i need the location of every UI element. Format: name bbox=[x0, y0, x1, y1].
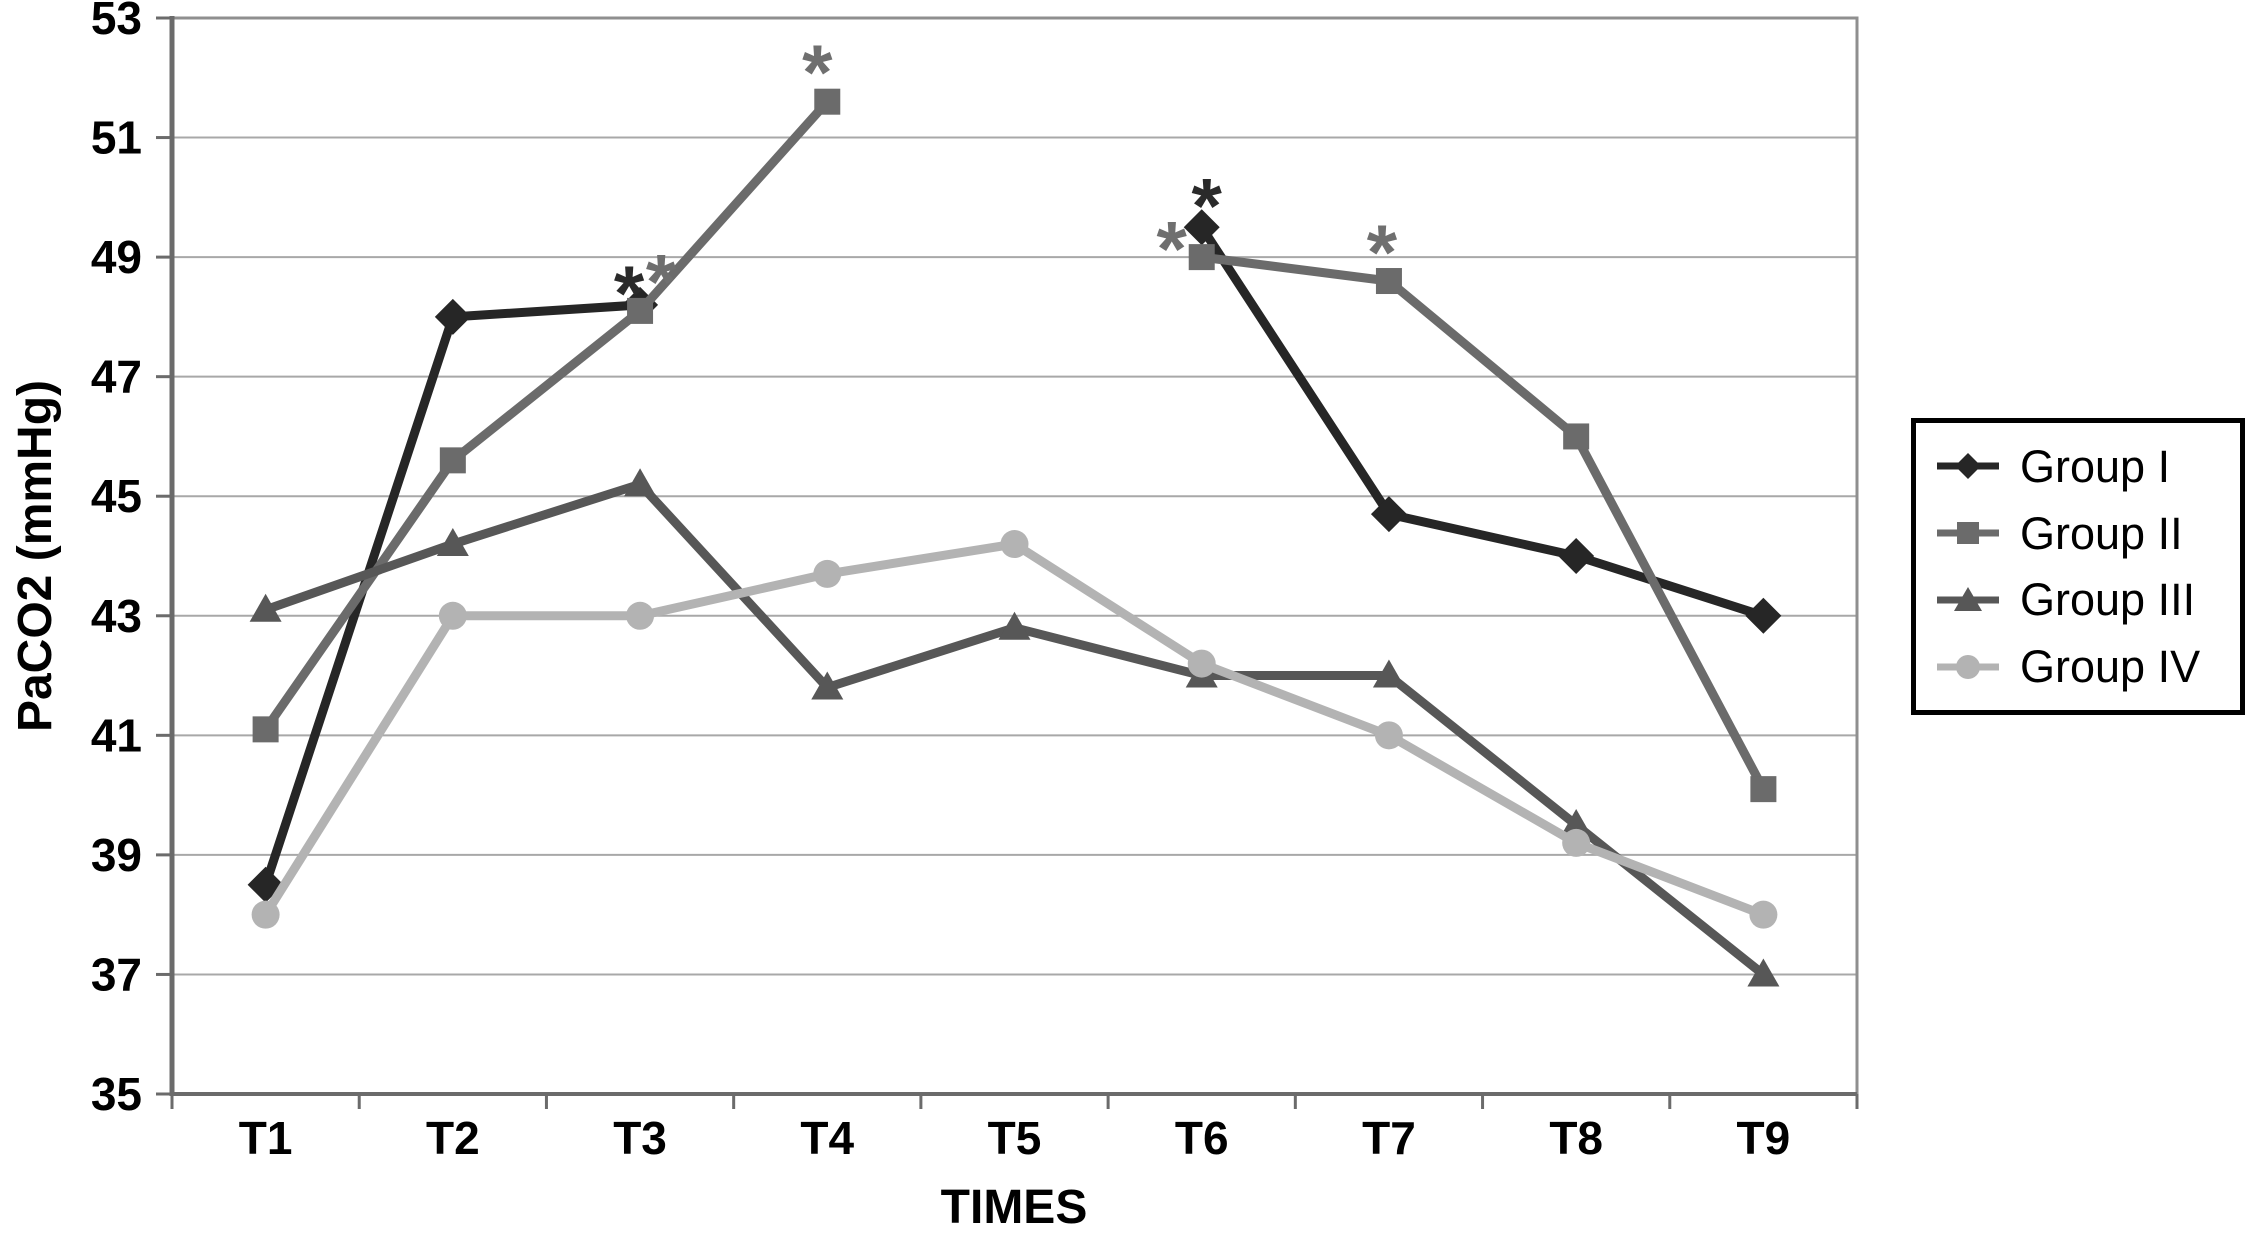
y-tick-label-41: 41 bbox=[91, 709, 142, 761]
legend-label-group-ii: Group II bbox=[2020, 507, 2183, 559]
x-tick-label-t7: T7 bbox=[1362, 1112, 1416, 1164]
legend-item-group-iv: Group IV bbox=[1934, 644, 2234, 689]
y-tick-label-39: 39 bbox=[91, 829, 142, 881]
data-point-group-ii-t2 bbox=[439, 447, 466, 474]
data-point-group-iv-t1 bbox=[251, 900, 280, 929]
x-tick-label-t5: T5 bbox=[988, 1112, 1042, 1164]
data-point-group-ii-t6 bbox=[1188, 244, 1215, 271]
data-point-group-iv-t9 bbox=[1749, 900, 1778, 929]
data-point-group-ii-t9 bbox=[1750, 776, 1777, 803]
legend-label-group-iii: Group III bbox=[2020, 574, 2196, 626]
y-tick-label-35: 35 bbox=[91, 1068, 142, 1120]
data-point-group-iii-t9 bbox=[1747, 958, 1780, 987]
x-tick-label-t9: T9 bbox=[1737, 1112, 1791, 1164]
data-point-group-iii-t2 bbox=[436, 528, 469, 557]
data-point-group-i-t7 bbox=[1370, 496, 1407, 533]
legend-diamond-marker-icon bbox=[1937, 453, 1999, 480]
data-point-group-iv-t3 bbox=[626, 601, 655, 630]
data-point-group-ii-t7 bbox=[1375, 268, 1402, 295]
data-point-group-iv-t6 bbox=[1187, 649, 1216, 678]
data-point-group-ii-t4 bbox=[814, 88, 841, 115]
data-point-group-iv-t8 bbox=[1562, 828, 1591, 857]
data-point-group-i-t9 bbox=[1745, 597, 1782, 634]
significance-asterisk-3: * bbox=[802, 28, 833, 116]
x-tick-label-t8: T8 bbox=[1549, 1112, 1603, 1164]
significance-asterisk-6: * bbox=[1367, 208, 1398, 296]
y-tick-label-51: 51 bbox=[91, 112, 142, 164]
data-point-group-iv-t7 bbox=[1374, 721, 1403, 750]
y-axis-title: PaCO2 (mmHg) bbox=[9, 379, 62, 733]
significance-asterisk-4: * bbox=[1192, 161, 1223, 249]
y-tick-label-37: 37 bbox=[91, 948, 142, 1000]
data-point-group-iv-t4 bbox=[813, 559, 842, 588]
data-point-group-iv-t5 bbox=[1000, 530, 1029, 559]
legend-item-group-ii: Group II bbox=[1934, 511, 2234, 556]
y-tick-label-45: 45 bbox=[91, 470, 142, 522]
legend-item-group-i: Group I bbox=[1934, 444, 2234, 489]
x-tick-label-t1: T1 bbox=[239, 1112, 293, 1164]
data-point-group-iii-t7 bbox=[1372, 659, 1405, 688]
legend-label-group-iv: Group IV bbox=[2020, 641, 2201, 693]
data-point-group-ii-t1 bbox=[252, 716, 279, 743]
x-tick-label-t4: T4 bbox=[800, 1112, 854, 1164]
series-line-group-ii bbox=[261, 97, 832, 734]
data-point-group-iii-t5 bbox=[998, 611, 1031, 640]
series-line-group-ii bbox=[1197, 252, 1768, 794]
x-axis-title: TIMES bbox=[940, 1181, 1088, 1234]
data-point-group-ii-t8 bbox=[1563, 423, 1590, 450]
y-tick-label-47: 47 bbox=[91, 351, 142, 403]
data-point-group-iii-t8 bbox=[1560, 809, 1593, 837]
x-tick-label-t2: T2 bbox=[426, 1112, 480, 1164]
legend-label-group-i: Group I bbox=[2020, 440, 2171, 492]
series-line-group-i bbox=[1197, 222, 1768, 621]
data-point-group-ii-t3 bbox=[627, 297, 654, 324]
y-tick-label-49: 49 bbox=[91, 231, 142, 283]
legend-square-marker-icon bbox=[1937, 522, 1999, 545]
y-tick-label-53: 53 bbox=[91, 0, 142, 44]
legend-triangle-marker-icon bbox=[1937, 586, 1999, 611]
data-point-group-i-t6 bbox=[1183, 209, 1220, 246]
data-point-group-iii-t3 bbox=[624, 468, 657, 497]
legend-circle-marker-icon bbox=[1937, 654, 1999, 679]
significance-asterisk-5: * bbox=[1157, 204, 1188, 292]
data-point-group-iv-t2 bbox=[438, 601, 467, 630]
data-point-group-iii-t4 bbox=[811, 671, 844, 700]
data-point-group-i-t2 bbox=[434, 298, 471, 335]
significance-asterisk-1: * bbox=[614, 249, 645, 337]
data-point-group-i-t8 bbox=[1558, 538, 1595, 574]
y-tick-label-43: 43 bbox=[91, 590, 142, 642]
significance-asterisk-2: * bbox=[646, 237, 677, 325]
data-point-group-iii-t1 bbox=[249, 593, 282, 622]
x-tick-label-t6: T6 bbox=[1175, 1112, 1229, 1164]
legend-item-group-iii: Group III bbox=[1934, 577, 2234, 622]
legend: Group I Group II Group III Group IV bbox=[1911, 418, 2245, 715]
x-tick-label-t3: T3 bbox=[613, 1112, 667, 1164]
